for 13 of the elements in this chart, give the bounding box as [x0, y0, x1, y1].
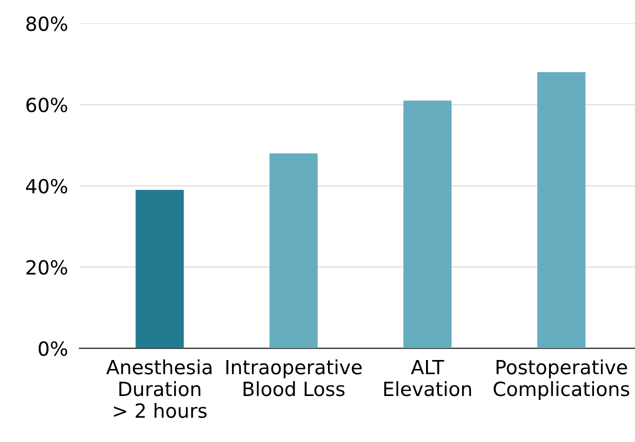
bar: [136, 190, 184, 348]
bar: [269, 153, 318, 348]
y-tick-label: 40%: [26, 178, 68, 194]
y-tick-label: 80%: [26, 16, 68, 32]
x-tick-label: Anesthesia Duration > 2 hours: [106, 359, 212, 418]
bar: [537, 72, 586, 348]
x-tick-label: Intraoperative Blood Loss: [226, 359, 362, 396]
x-tick-label: ALT Elevation: [384, 360, 471, 396]
x-tick-label: Postoperative Complications: [494, 359, 630, 400]
bar: [403, 100, 452, 348]
y-tick-label: 20%: [26, 260, 68, 275]
y-tick-label: 60%: [26, 98, 68, 112]
y-tick-label: 0%: [38, 341, 68, 356]
